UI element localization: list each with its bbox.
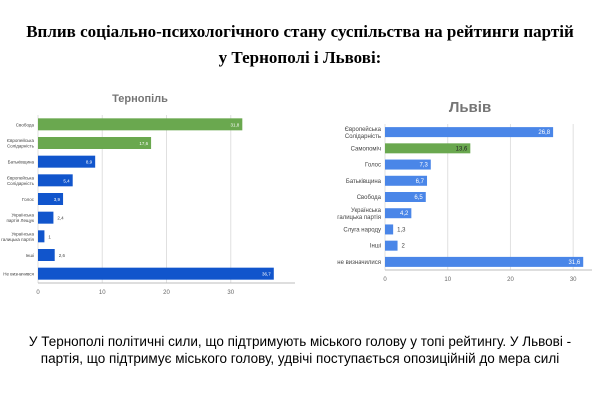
bar [385, 159, 431, 170]
category-label: Українська партія Лещук [6, 213, 34, 224]
bar [38, 118, 243, 131]
data-label: 5,4 [63, 178, 70, 183]
x-tick-label: 10 [444, 277, 451, 283]
data-label: 6,7 [416, 179, 425, 185]
category-label: Батьківщина [346, 179, 382, 185]
category-label: Не визначився [3, 272, 34, 277]
slide-title-line2: у Тернополі і Львові: [218, 48, 382, 67]
bar [38, 193, 64, 205]
slide-caption: У Тернополі політичні сили, що підтримую… [28, 334, 572, 366]
data-label: 17,6 [139, 141, 148, 146]
x-tick-label: 0 [383, 277, 387, 283]
data-label: 1,3 [397, 227, 406, 233]
bar [385, 192, 426, 202]
bar [385, 127, 554, 138]
category-label: Українська галицька партія [1, 231, 34, 242]
bar [385, 256, 584, 267]
data-label: 26,8 [538, 130, 550, 136]
data-label: 2,4 [57, 216, 64, 221]
category-label: Батьківщина [8, 160, 35, 165]
category-label: Свобода [16, 122, 35, 127]
bar [38, 155, 96, 168]
bar [385, 143, 471, 154]
slide-title-line1: Вплив соціально-психологічного стану сус… [26, 22, 574, 41]
category-label: Інші [26, 253, 34, 258]
x-tick-label: 10 [99, 290, 106, 296]
data-label: 2,6 [59, 253, 66, 258]
bar [38, 174, 73, 187]
category-label: Голос [365, 163, 381, 169]
lviv-bar-chart: Львів 0 10 20 30 Європейська Солідарність 26,8 С… [337, 99, 592, 283]
data-label: 3,9 [54, 197, 61, 202]
category-label: Свобода [357, 195, 382, 201]
x-tick-label: 0 [36, 290, 40, 296]
category-label: не визначилися [337, 260, 381, 266]
chart-title: Львів [449, 99, 491, 116]
bar [385, 224, 394, 235]
data-label: 8,9 [86, 160, 93, 165]
data-label: 2 [402, 244, 406, 250]
bar [38, 230, 45, 243]
bar [385, 208, 412, 219]
chart-title: Тернопіль [112, 93, 168, 105]
bar [38, 211, 54, 224]
category-label: Голос [22, 197, 35, 202]
category-label: Європейська Солідарність [7, 137, 35, 149]
data-label: 31,6 [569, 260, 581, 266]
data-label: 36,7 [262, 272, 271, 277]
category-label: Самопоміч [351, 146, 381, 152]
bar [38, 137, 152, 149]
category-label: Слуга народу [343, 227, 381, 233]
data-label: 31,8 [231, 122, 240, 127]
bar [38, 249, 55, 261]
x-tick-label: 20 [163, 290, 170, 296]
data-label: 7,3 [419, 163, 428, 169]
x-tick-label: 30 [227, 290, 234, 296]
ternopil-bar-chart: Тернопіль 0 10 20 30 Свобода 31,8 Європейська Со… [1, 93, 295, 296]
bar [385, 175, 428, 186]
data-label: 4,2 [400, 211, 409, 217]
category-label: Європейська Солідарність [345, 126, 382, 140]
category-label: Європейська Солідарність [7, 174, 35, 186]
data-label: 1 [48, 234, 51, 239]
x-tick-label: 20 [507, 277, 514, 283]
bar [38, 267, 274, 280]
category-label: Українська галицька партія [337, 208, 381, 221]
bar [385, 240, 398, 251]
data-label: 6,5 [414, 195, 423, 201]
x-tick-label: 30 [570, 277, 577, 283]
data-label: 13,6 [456, 146, 468, 152]
category-label: Інші [370, 244, 381, 250]
